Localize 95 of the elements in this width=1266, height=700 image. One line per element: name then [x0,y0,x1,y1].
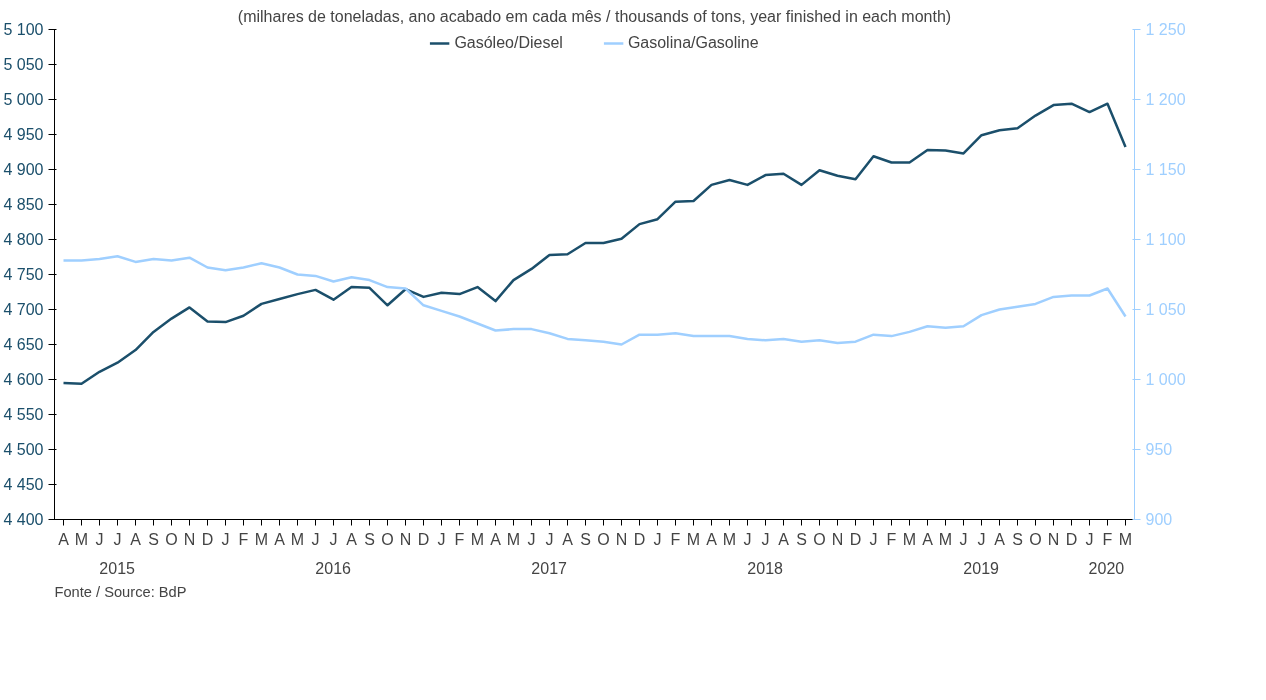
y-tick-label: 4 900 [3,161,44,178]
x-tick-label: F [886,530,897,548]
x-tick-label: J [527,530,536,548]
x-tick-label: J [95,530,104,548]
x-tick-label: J [221,530,230,548]
y-tick-label: 5 050 [3,56,44,73]
x-tick-label: N [1047,530,1060,548]
x-tick-label: F [238,530,249,548]
x-tick-label: J [437,530,446,548]
x2-tick-label: 2017 [531,559,568,577]
x-tick-label: A [562,530,574,548]
x-tick-label: M [254,530,269,548]
x-tick-label: A [778,530,790,548]
x-tick-label: D [849,530,862,548]
x2-tick-label: 2018 [747,559,784,577]
x-tick-label: J [743,530,752,548]
x-tick-label: M [686,530,701,548]
y2-tick-label: 1 200 [1145,91,1186,108]
line-series [62,255,1127,346]
y-tick-label: 4 550 [3,406,44,423]
y2-tick-label: 1 150 [1145,161,1186,178]
y-tick-label: 4 800 [3,231,44,248]
x-tick-label: N [399,530,412,548]
x-tick-label: A [490,530,502,548]
x-tick-label: M [470,530,485,548]
x-tick-label: A [922,530,934,548]
x2-tick-label: 2019 [963,559,1000,577]
x-tick-label: F [670,530,681,548]
x-tick-label: J [1085,530,1094,548]
x-tick-label: A [994,530,1006,548]
x-tick-label: J [545,530,554,548]
y2-tick-label: 1 000 [1145,371,1186,388]
x-tick-label: O [1029,530,1042,548]
y-tick-label: 4 650 [3,336,44,353]
x-tick-label: S [1012,530,1023,548]
x-tick-label: O [813,530,826,548]
y-tick-label: 5 000 [3,91,44,108]
x-tick-label: D [417,530,430,548]
x-tick-label: S [796,530,807,548]
x-tick-label: M [938,530,953,548]
y-tick-label: 4 400 [3,511,44,528]
chart-title: (milhares de toneladas, ano acabado em cada mês / thousands of tons, year finished in each month) [237,7,952,25]
y2-tick-label: 950 [1145,441,1173,458]
x-tick-label: J [977,530,986,548]
x-tick-label: M [506,530,521,548]
y-tick-label: 5 100 [3,21,44,38]
source-note: Fonte / Source: BdP [54,583,187,600]
x-tick-label: J [869,530,878,548]
x-tick-label: J [761,530,770,548]
x-tick-label: O [165,530,178,548]
y2-tick-label: 1 050 [1145,301,1186,318]
x-tick-label: F [1102,530,1113,548]
x-tick-label: J [329,530,338,548]
x-tick-label: S [364,530,375,548]
x-tick-label: J [311,530,320,548]
x-tick-label: A [274,530,286,548]
legend-label: Gasolina/Gasoline [627,34,759,52]
x-tick-label: N [183,530,196,548]
line-series [62,102,1127,385]
y-tick-label: 4 500 [3,441,44,458]
x-tick-label: A [706,530,718,548]
x-tick-label: D [201,530,214,548]
x-tick-label: S [148,530,159,548]
x-tick-label: M [902,530,917,548]
y-tick-label: 4 850 [3,196,44,213]
x2-tick-label: 2020 [1088,559,1125,577]
x2-tick-label: 2015 [99,559,136,577]
x2-tick-label: 2016 [315,559,352,577]
x-tick-label: A [130,530,142,548]
x-tick-label: D [1065,530,1078,548]
y-tick-label: 4 600 [3,371,44,388]
legend-label: Gasóleo/Diesel [454,34,563,52]
y2-tick-label: 900 [1145,511,1173,528]
y2-tick-label: 1 250 [1145,21,1186,38]
y-tick-label: 4 450 [3,476,44,493]
x-tick-label: A [346,530,358,548]
x-tick-label: D [633,530,646,548]
x-tick-label: A [58,530,70,548]
x-tick-label: M [722,530,737,548]
y2-tick-label: 1 100 [1145,231,1186,248]
x-tick-label: J [653,530,662,548]
x-tick-label: J [113,530,122,548]
x-tick-label: S [580,530,591,548]
y-tick-label: 4 750 [3,266,44,283]
x-tick-label: M [74,530,89,548]
x-tick-label: N [615,530,628,548]
x-tick-label: O [381,530,394,548]
y-tick-label: 4 950 [3,126,44,143]
y-tick-label: 4 700 [3,301,44,318]
x-tick-label: M [290,530,305,548]
x-tick-label: M [1118,530,1133,548]
x-tick-label: J [959,530,968,548]
x-tick-label: F [454,530,465,548]
x-tick-label: O [597,530,610,548]
x-tick-label: N [831,530,844,548]
